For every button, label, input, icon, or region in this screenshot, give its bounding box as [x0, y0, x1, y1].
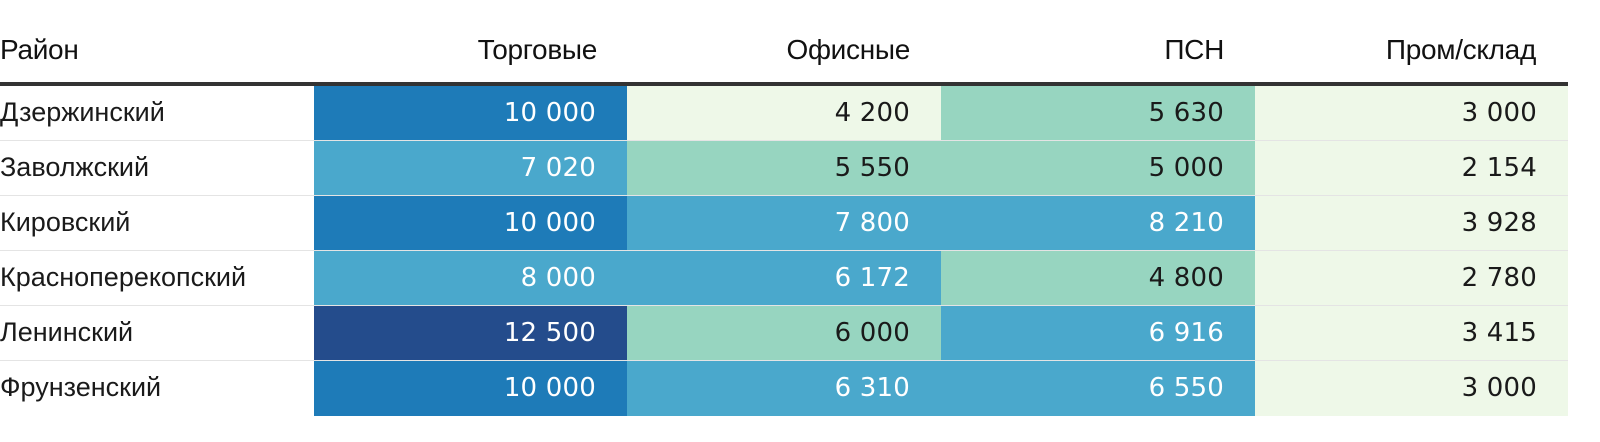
heatmap-table: Район Торговые Офисные ПСН Пром/склад Дз… — [0, 0, 1568, 416]
heat-cell: 3 000 — [1255, 86, 1568, 140]
heat-cell: 5 000 — [941, 141, 1255, 195]
district-label: Ленинский — [0, 317, 134, 347]
column-header-office: Офисные — [786, 34, 910, 65]
table-row: Заволжский 7 020 5 550 5 000 2 154 — [0, 141, 1568, 196]
district-label: Дзержинский — [0, 97, 165, 127]
table-row: Красноперекопский 8 000 6 172 4 800 2 78… — [0, 251, 1568, 306]
table-row: Кировский 10 000 7 800 8 210 3 928 — [0, 196, 1568, 251]
district-label: Заволжский — [0, 152, 150, 182]
heat-cell: 8 210 — [941, 196, 1255, 250]
table-row: Ленинский 12 500 6 000 6 916 3 415 — [0, 306, 1568, 361]
heat-cell: 10 000 — [314, 86, 627, 140]
heat-cell: 3 000 — [1255, 361, 1568, 416]
heat-cell: 7 800 — [627, 196, 941, 250]
heat-cell: 6 000 — [627, 306, 941, 360]
district-label: Фрунзенский — [0, 372, 162, 402]
table-row: Фрунзенский 10 000 6 310 6 550 3 000 — [0, 361, 1568, 416]
table-row: Дзержинский 10 000 4 200 5 630 3 000 — [0, 86, 1568, 141]
heat-cell: 10 000 — [314, 361, 627, 416]
heat-cell: 12 500 — [314, 306, 627, 360]
table-header: Район Торговые Офисные ПСН Пром/склад — [0, 0, 1568, 86]
column-header-district: Район — [0, 34, 79, 65]
heat-cell: 5 630 — [941, 86, 1255, 140]
column-header-retail: Торговые — [477, 34, 598, 65]
heat-cell: 6 172 — [627, 251, 941, 305]
heat-cell: 2 154 — [1255, 141, 1568, 195]
heat-cell: 6 550 — [941, 361, 1255, 416]
heat-cell: 7 020 — [314, 141, 627, 195]
district-label: Кировский — [0, 207, 131, 237]
heat-cell: 5 550 — [627, 141, 941, 195]
heat-cell: 3 928 — [1255, 196, 1568, 250]
heat-cell: 3 415 — [1255, 306, 1568, 360]
heat-cell: 4 800 — [941, 251, 1255, 305]
column-header-psn: ПСН — [1164, 34, 1224, 65]
heat-cell: 6 310 — [627, 361, 941, 416]
heat-cell: 8 000 — [314, 251, 627, 305]
column-header-industrial: Пром/склад — [1385, 34, 1536, 65]
district-label: Красноперекопский — [0, 262, 247, 292]
heat-cell: 6 916 — [941, 306, 1255, 360]
heat-cell: 2 780 — [1255, 251, 1568, 305]
heat-cell: 4 200 — [627, 86, 941, 140]
heat-cell: 10 000 — [314, 196, 627, 250]
